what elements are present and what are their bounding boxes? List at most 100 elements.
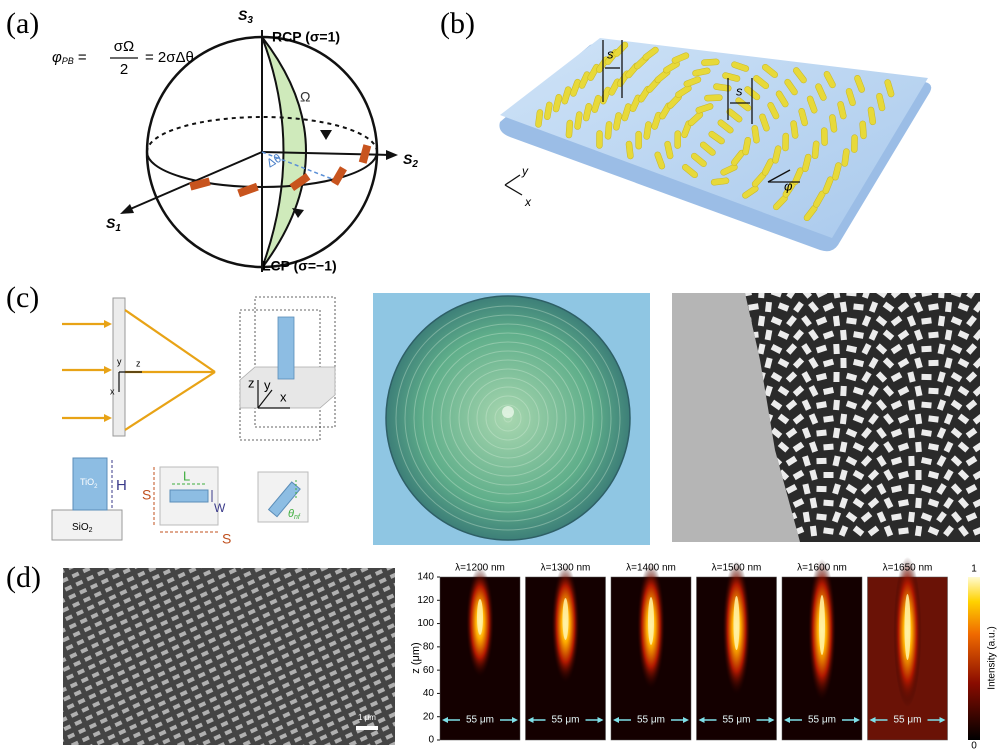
sem-rod: [908, 483, 915, 495]
sem-rod: [883, 413, 894, 425]
sem-rod: [890, 400, 903, 410]
sem-rod: [839, 469, 848, 481]
sem-rod: [944, 329, 953, 341]
sem-rod: [907, 343, 916, 355]
sem-rod: [950, 316, 963, 326]
scale-bar: [356, 726, 378, 730]
sem-rod: [965, 343, 978, 355]
sem-rod: [822, 358, 835, 368]
rod: [663, 60, 680, 74]
sem-rod: [957, 497, 970, 509]
sem-rod: [928, 443, 939, 451]
width-label: 55 μm: [723, 715, 751, 726]
sem-rod: [937, 371, 946, 383]
sem-rod: [875, 343, 888, 355]
sem-image: [63, 568, 395, 745]
sem-rod: [921, 373, 932, 381]
panel-label: (c): [6, 281, 39, 314]
sem-rod: [846, 293, 857, 297]
sem-rod: [809, 525, 818, 537]
sem-rod: [852, 469, 865, 481]
sem-rod: [989, 469, 997, 480]
rod: [561, 86, 572, 105]
sem-rod: [928, 415, 939, 423]
sem-rod: [792, 357, 805, 369]
sem-rod: [897, 386, 910, 396]
label-bg: [631, 713, 671, 727]
angle-sub: nf: [294, 514, 301, 521]
rod: [713, 83, 732, 92]
sem-rod: [852, 386, 865, 396]
sem-rod: [897, 442, 910, 452]
sem-rod: [914, 357, 923, 369]
y-tick-label: 60: [423, 665, 435, 676]
sem-rod: [897, 470, 910, 480]
sem-rod: [875, 315, 888, 327]
rod: [582, 103, 592, 122]
sem-rod: [957, 441, 970, 453]
sem-rod: [950, 399, 963, 411]
axis-label: S2: [403, 151, 418, 170]
rod: [591, 94, 602, 113]
sem-rod: [785, 399, 798, 411]
rod: [565, 119, 574, 139]
rod: [751, 125, 760, 144]
focal-core: [904, 594, 911, 660]
rod: [884, 79, 895, 98]
sem-rod: [890, 484, 903, 494]
sem-rod: [950, 427, 963, 439]
arrow-head: [613, 717, 619, 723]
sem-rod: [801, 399, 812, 411]
rod: [792, 167, 804, 185]
scale-bar-label: 1 μm: [358, 713, 376, 722]
sem-rod: [868, 357, 879, 369]
axis-label: y: [117, 356, 122, 366]
rod: [837, 101, 847, 120]
sem-rod: [907, 427, 916, 439]
pillar-rotation-view: [257, 471, 309, 523]
rod: [701, 58, 720, 66]
sem-rod: [845, 428, 858, 438]
rod: [876, 92, 886, 112]
sem-rod: [770, 371, 783, 383]
sem-rod: [785, 427, 798, 439]
intensity-plots: 0 20 40 60 80 100 120 140 λ=1200 nm 55 μm λ=1300 n…: [417, 557, 948, 746]
sem-rod: [957, 357, 970, 369]
rod: [717, 119, 734, 134]
width-label: 55 μm: [637, 715, 665, 726]
rod: [710, 177, 730, 186]
rod: [682, 164, 698, 179]
sem-rod: [927, 526, 940, 536]
sem-rod: [950, 344, 963, 354]
sem-rod: [928, 303, 939, 311]
formula-denominator: 2: [120, 61, 128, 78]
sem-rod: [936, 511, 947, 523]
width-label: W: [214, 501, 226, 515]
rod: [722, 72, 741, 82]
sem-rod: [936, 483, 947, 495]
ring: [404, 314, 612, 522]
sem-rod: [815, 316, 828, 326]
rod: [720, 163, 738, 176]
rod: [829, 114, 838, 133]
sem-rod: [852, 358, 865, 368]
rod: [613, 41, 629, 57]
sem-rod: [943, 525, 954, 537]
sem-rod: [815, 344, 828, 354]
panel-label: (b): [440, 7, 475, 40]
sem-rod: [861, 315, 872, 327]
sem-rod: [845, 456, 858, 466]
sem-rod: [973, 301, 980, 313]
sem-rod: [936, 455, 947, 467]
sem-rod: [950, 455, 963, 467]
sem-rod: [832, 293, 841, 299]
rod: [690, 152, 707, 167]
plot-title: λ=1300 nm: [541, 563, 591, 574]
material-label: SiO2: [72, 522, 93, 534]
sem-rod: [845, 345, 858, 353]
sem-rod: [897, 414, 910, 424]
rod: [793, 67, 807, 84]
rod: [604, 121, 613, 140]
sem-rod: [915, 470, 922, 480]
